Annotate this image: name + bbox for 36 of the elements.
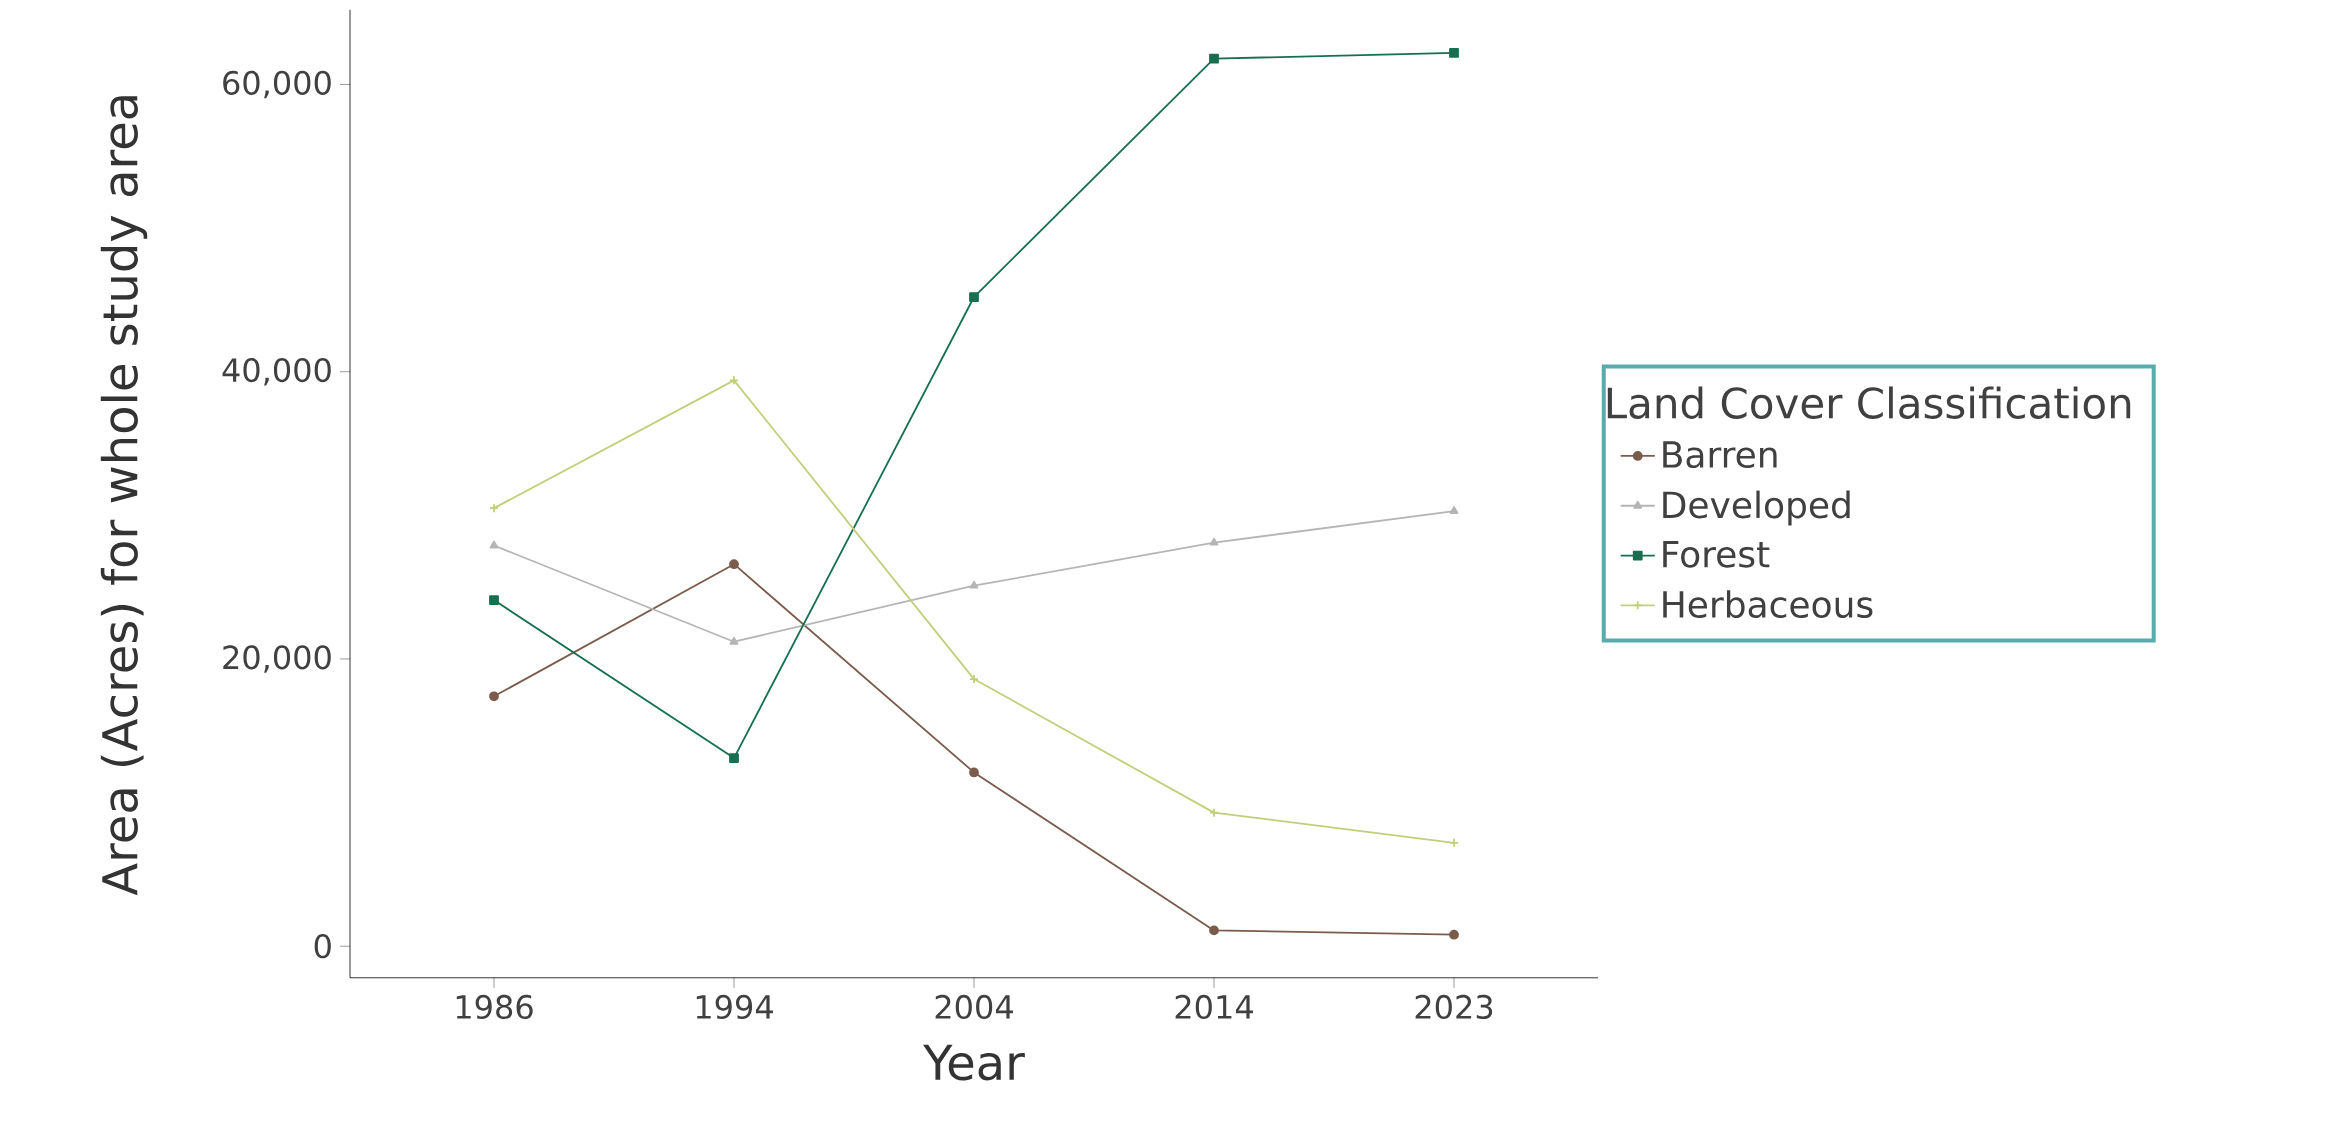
x-tick-label: 1994 <box>696 994 773 1020</box>
point <box>1209 53 1219 64</box>
point <box>969 292 979 302</box>
point <box>1209 807 1219 818</box>
point <box>729 753 739 763</box>
y-tick-label: 20,000 <box>223 645 331 673</box>
y-tick-label: 0 <box>314 934 331 959</box>
legend-label: Herbaceous <box>1663 590 1873 619</box>
x-axis-title: Year <box>923 1044 1025 1081</box>
point <box>489 595 499 605</box>
x-tick-label: 1986 <box>456 994 533 1020</box>
point <box>969 767 979 778</box>
legend-title: Land Cover Classification <box>1607 386 2131 419</box>
point <box>1209 925 1219 936</box>
point <box>489 503 499 514</box>
x-tick-label: 2014 <box>1175 994 1253 1020</box>
x-tick-label: 2023 <box>1415 994 1493 1020</box>
point <box>729 559 739 570</box>
point <box>729 636 739 645</box>
point <box>969 674 979 684</box>
point <box>969 580 979 589</box>
point <box>1449 506 1459 514</box>
point <box>1449 929 1459 940</box>
legend-label: Forest <box>1663 540 1770 568</box>
y-axis-title: Area (Acres) for whole study area <box>100 96 148 896</box>
point <box>489 691 499 702</box>
legend-label: Barren <box>1663 441 1777 469</box>
x-tick-label: 2004 <box>935 994 1013 1020</box>
y-tick-label: 40,000 <box>222 358 331 386</box>
point <box>489 540 499 549</box>
y-tick-label: 60,000 <box>223 70 331 99</box>
point <box>729 375 739 386</box>
point <box>1449 47 1459 58</box>
legend-label: Developed <box>1663 490 1850 526</box>
point <box>1449 837 1459 848</box>
point <box>1209 537 1219 546</box>
